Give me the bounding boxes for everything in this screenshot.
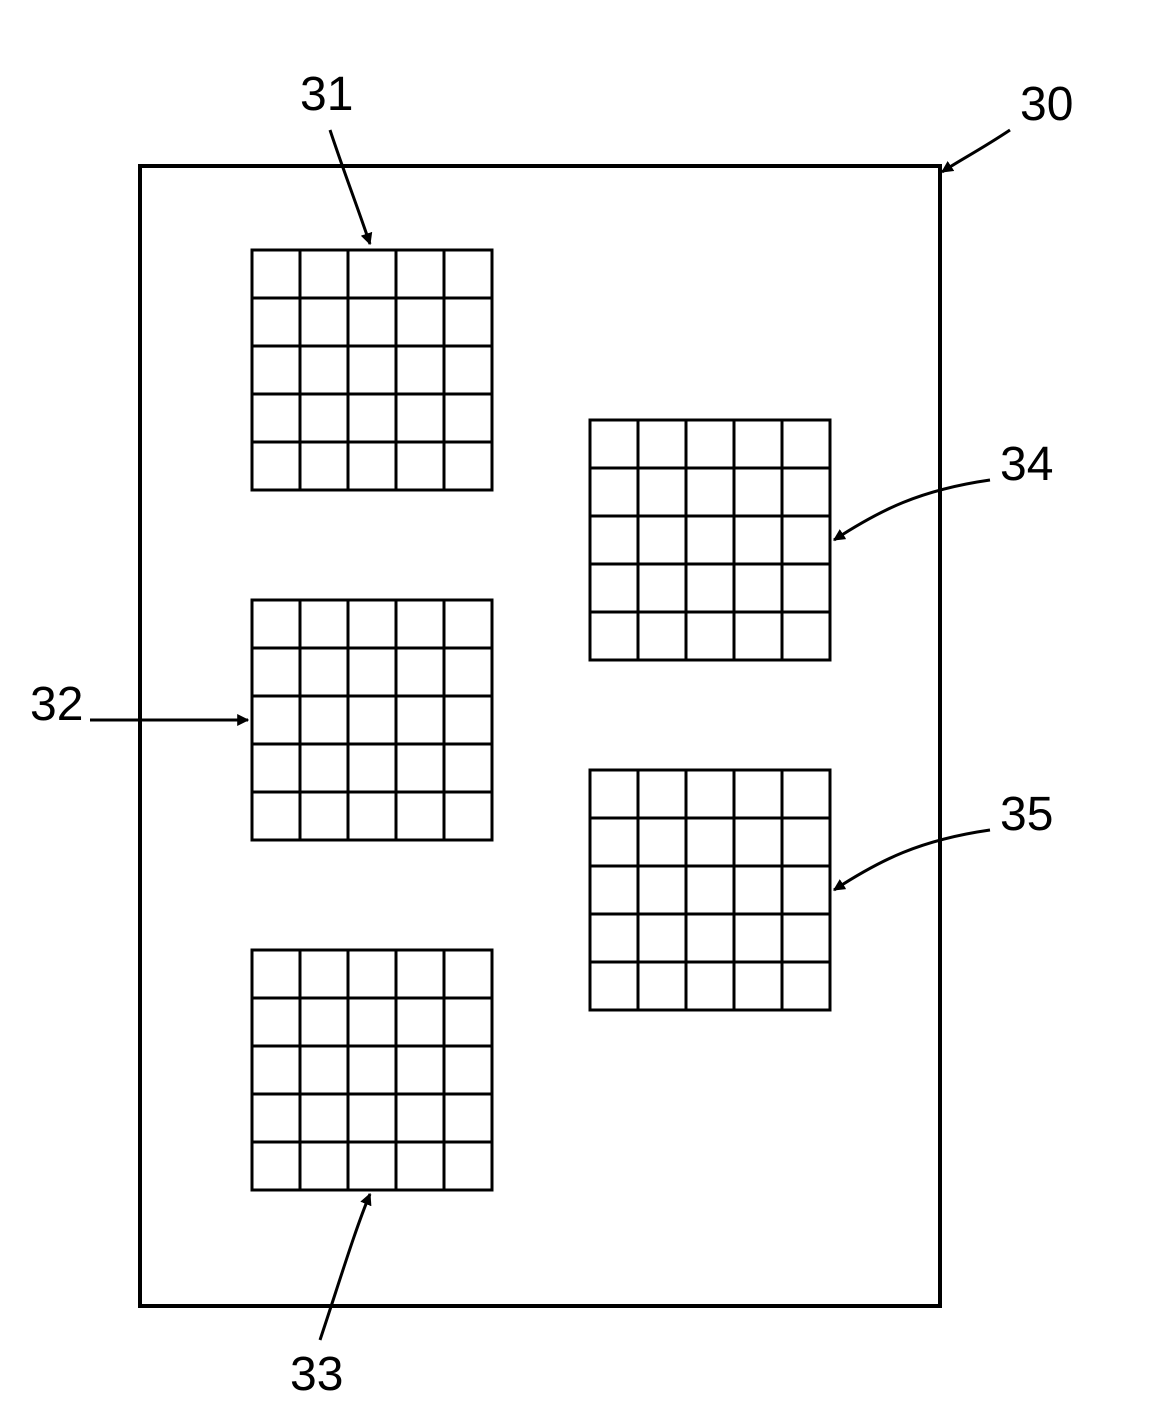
grid-32	[252, 600, 492, 840]
label-34-leader	[834, 480, 990, 540]
grid-34	[590, 420, 830, 660]
outer-container	[140, 166, 940, 1306]
label-30-leader	[942, 130, 1010, 172]
grid-35	[590, 770, 830, 1010]
diagram-canvas: 30 31 32 33 34 35	[0, 0, 1170, 1423]
label-35-leader	[834, 830, 990, 890]
label-35: 35	[1000, 788, 1053, 841]
grid-33	[252, 950, 492, 1190]
label-32: 32	[30, 678, 83, 731]
label-31: 31	[300, 68, 353, 121]
label-34: 34	[1000, 438, 1053, 491]
label-31-leader	[330, 130, 370, 244]
label-33-leader	[320, 1194, 370, 1340]
grid-31	[252, 250, 492, 490]
label-30: 30	[1020, 78, 1073, 131]
label-33: 33	[290, 1348, 343, 1401]
